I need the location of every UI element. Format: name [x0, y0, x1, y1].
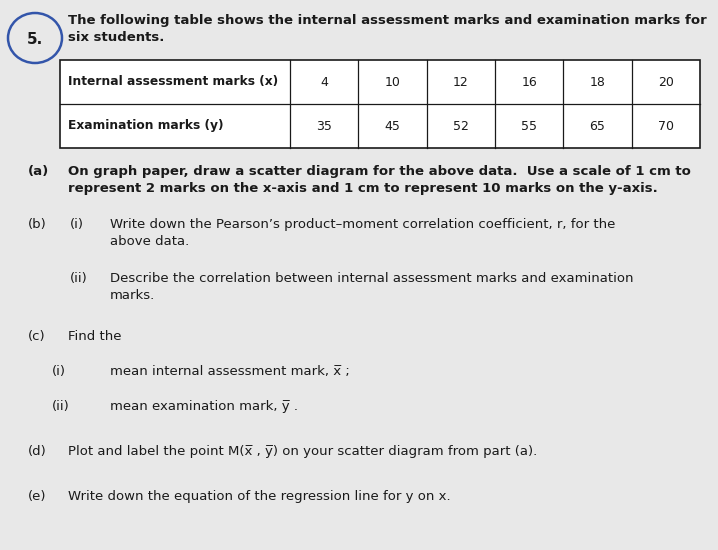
Text: (c): (c)	[28, 330, 46, 343]
Text: 35: 35	[316, 119, 332, 133]
Text: (i): (i)	[52, 365, 66, 378]
Text: mean examination mark, y̅ .: mean examination mark, y̅ .	[110, 400, 298, 413]
Text: (ii): (ii)	[52, 400, 70, 413]
Text: Write down the Pearson’s product–moment correlation coefficient, r, for the: Write down the Pearson’s product–moment …	[110, 218, 615, 231]
Text: 16: 16	[521, 75, 537, 89]
Text: 20: 20	[658, 75, 673, 89]
Text: 5.: 5.	[27, 32, 43, 47]
Text: Write down the equation of the regression line for y on x.: Write down the equation of the regressio…	[68, 490, 451, 503]
Text: Find the: Find the	[68, 330, 121, 343]
Text: 18: 18	[589, 75, 605, 89]
Text: mean internal assessment mark, x̅ ;: mean internal assessment mark, x̅ ;	[110, 365, 350, 378]
Text: six students.: six students.	[68, 31, 164, 44]
Text: (b): (b)	[28, 218, 47, 231]
Text: 65: 65	[589, 119, 605, 133]
Text: above data.: above data.	[110, 235, 190, 248]
Text: 12: 12	[453, 75, 469, 89]
Text: On graph paper, draw a scatter diagram for the above data.  Use a scale of 1 cm : On graph paper, draw a scatter diagram f…	[68, 165, 691, 178]
Text: 4: 4	[320, 75, 328, 89]
Text: 70: 70	[658, 119, 673, 133]
Text: represent 2 marks on the x-axis and 1 cm to represent 10 marks on the y-axis.: represent 2 marks on the x-axis and 1 cm…	[68, 182, 658, 195]
Text: Plot and label the point M(x̅ , y̅) on your scatter diagram from part (a).: Plot and label the point M(x̅ , y̅) on y…	[68, 445, 537, 458]
Text: Internal assessment marks (x): Internal assessment marks (x)	[68, 75, 278, 89]
Text: (i): (i)	[70, 218, 84, 231]
Text: 55: 55	[521, 119, 537, 133]
FancyBboxPatch shape	[60, 60, 700, 148]
Text: Examination marks (y): Examination marks (y)	[68, 119, 223, 133]
Text: 45: 45	[385, 119, 401, 133]
Text: (ii): (ii)	[70, 272, 88, 285]
Text: (e): (e)	[28, 490, 47, 503]
Text: (a): (a)	[28, 165, 50, 178]
Text: marks.: marks.	[110, 289, 155, 302]
Text: 52: 52	[453, 119, 469, 133]
Text: Describe the correlation between internal assessment marks and examination: Describe the correlation between interna…	[110, 272, 633, 285]
Text: 10: 10	[385, 75, 401, 89]
Text: The following table shows the internal assessment marks and examination marks fo: The following table shows the internal a…	[68, 14, 707, 27]
Text: (d): (d)	[28, 445, 47, 458]
